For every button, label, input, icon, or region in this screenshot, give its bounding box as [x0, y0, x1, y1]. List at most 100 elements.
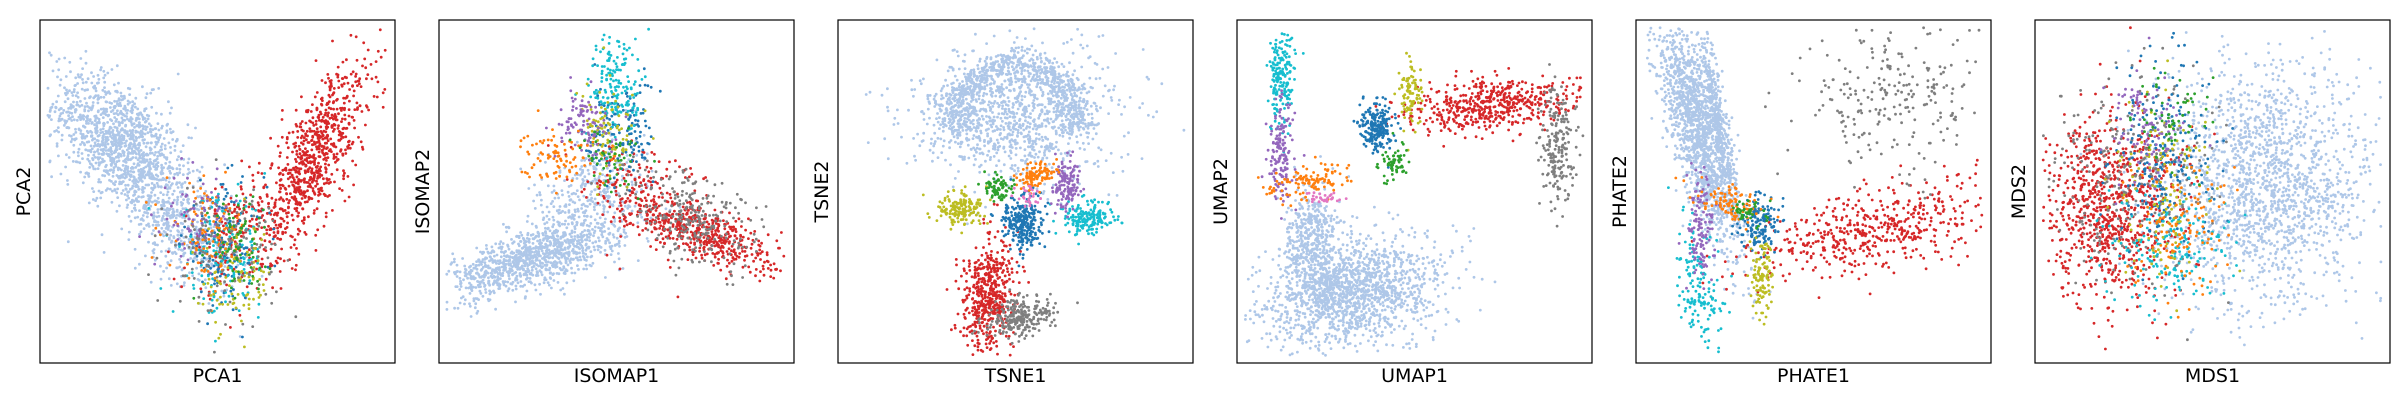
- pca-point: [299, 167, 303, 171]
- isomap-point: [757, 239, 761, 243]
- pca-point: [327, 182, 331, 185]
- isomap-point: [487, 276, 490, 280]
- isomap-point: [601, 200, 605, 204]
- pca-point: [347, 122, 351, 126]
- pca-point: [99, 107, 103, 111]
- pca-point: [130, 198, 134, 202]
- pca-point: [85, 101, 88, 105]
- pca-point: [128, 129, 132, 133]
- pca-point: [213, 350, 216, 354]
- pca-point: [305, 138, 308, 142]
- isomap-point: [628, 205, 632, 209]
- isomap-point: [488, 298, 492, 302]
- pca-point: [230, 200, 233, 204]
- pca-point: [175, 208, 179, 212]
- pca-point: [152, 248, 156, 251]
- isomap-point: [481, 294, 485, 298]
- isomap-point: [500, 250, 503, 254]
- pca-point: [153, 165, 157, 169]
- isomap-point: [567, 195, 571, 198]
- pca-point: [63, 56, 67, 60]
- isomap-point: [526, 264, 530, 268]
- isomap-point: [604, 276, 607, 279]
- pca-point: [290, 180, 293, 184]
- pca-point: [244, 219, 247, 223]
- isomap-point: [573, 227, 577, 231]
- pca-point: [216, 224, 220, 227]
- pca-point: [143, 125, 147, 128]
- pca-point: [144, 96, 148, 100]
- pca-point: [171, 167, 175, 171]
- pca-point: [177, 247, 181, 251]
- pca-point: [192, 204, 196, 207]
- pca-point: [183, 247, 187, 250]
- isomap-point: [561, 193, 564, 197]
- pca-point: [176, 238, 180, 241]
- pca-point: [214, 158, 218, 162]
- pca-point: [294, 202, 298, 206]
- pca-point: [150, 172, 153, 176]
- pca-point: [135, 179, 138, 183]
- pca-point: [150, 105, 154, 109]
- isomap-point: [487, 266, 490, 270]
- pca-point: [324, 108, 328, 112]
- pca-point: [120, 95, 124, 98]
- pca-point: [302, 151, 306, 154]
- pca-point: [83, 109, 87, 113]
- pca-point: [166, 183, 169, 187]
- pca-point: [149, 124, 153, 128]
- pca-point: [228, 243, 232, 246]
- pca-point: [55, 100, 58, 104]
- isomap-point: [563, 211, 567, 214]
- pca-point: [121, 118, 125, 122]
- pca-point: [65, 153, 68, 157]
- pca-point: [134, 119, 138, 122]
- pca-point: [224, 253, 228, 256]
- pca-point: [190, 136, 193, 140]
- pca-point: [103, 174, 107, 178]
- pca-point: [179, 260, 183, 264]
- pca-point: [265, 195, 269, 198]
- pca-point: [51, 102, 55, 106]
- pca-point: [180, 157, 184, 160]
- pca-point: [154, 140, 158, 144]
- pca-point: [251, 173, 255, 177]
- pca-point: [285, 156, 289, 159]
- isomap-point: [580, 222, 583, 226]
- isomap-point: [570, 271, 574, 275]
- pca-point: [294, 123, 298, 126]
- isomap-point: [553, 238, 557, 242]
- isomap-point: [494, 242, 498, 246]
- pca-point: [317, 116, 321, 119]
- pca-point: [332, 100, 335, 104]
- pca-point: [152, 229, 155, 232]
- pca-point: [279, 178, 283, 181]
- pca-point: [166, 122, 170, 126]
- isomap-point: [593, 248, 597, 252]
- isomap-point: [515, 274, 519, 278]
- isomap-point: [562, 252, 566, 256]
- pca-point: [267, 206, 271, 210]
- pca-point: [104, 170, 108, 174]
- pca-point: [99, 180, 102, 184]
- pca-point: [111, 174, 115, 178]
- pca-point: [160, 166, 164, 170]
- pca-point: [76, 91, 79, 95]
- pca-point: [57, 68, 61, 72]
- pca-point: [279, 216, 283, 220]
- pca-point: [341, 127, 345, 131]
- pca-point: [207, 227, 211, 231]
- pca-point: [227, 230, 231, 234]
- pca-point: [96, 73, 100, 77]
- pca-point: [178, 167, 182, 171]
- pca-point: [258, 221, 261, 225]
- pca-point: [232, 224, 236, 228]
- pca-point: [56, 126, 60, 129]
- pca-point: [144, 204, 148, 208]
- pca-point: [75, 118, 79, 122]
- pca-point: [304, 170, 308, 174]
- pca-point: [262, 233, 266, 236]
- pca-point: [106, 142, 110, 146]
- pca-point: [134, 156, 138, 160]
- pca-point: [193, 256, 197, 260]
